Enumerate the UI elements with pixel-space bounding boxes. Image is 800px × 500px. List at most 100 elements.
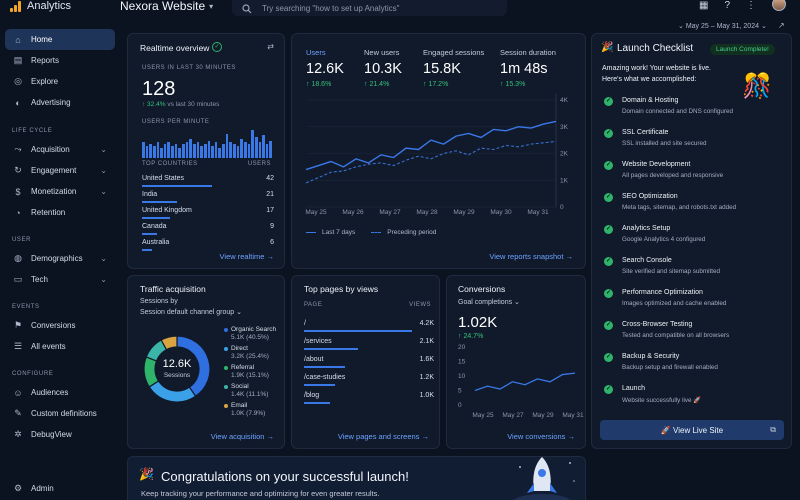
metric-tab-engaged-sessions[interactable]: Engaged sessions 15.8K ↑ 17.2% [423,48,484,88]
channel-dropdown[interactable]: Session default channel group ⌄ [140,308,242,316]
grid-icon[interactable]: ▦ [698,0,709,11]
sidebar-item-home[interactable]: ⌂ Home [5,29,115,50]
x-tick-label: May 25 [472,412,494,419]
series-line-previous [305,140,557,184]
page-bar [304,330,412,332]
metric-delta: ↑ 17.2% [423,81,449,88]
sidebar-item-label: Demographics [31,254,83,263]
sidebar-item-debugview[interactable]: ✲ DebugView [5,424,115,445]
legend-current: Last 7 days [322,229,356,236]
table-row[interactable]: /case-studies 1.2K [304,374,434,392]
metric-tab-session-duration[interactable]: Session duration 1m 48s ↑ 15.3% [500,48,556,88]
per-minute-bar [152,145,156,158]
country-users: 17 [266,207,274,214]
sidebar-item-acquisition[interactable]: ⤳ Acquisition ⌄ [5,139,115,160]
sidebar-item-advertising[interactable]: ◐ Advertising [5,92,115,113]
view-conversions-link[interactable]: View conversions → [507,432,575,441]
country-users: 9 [270,223,274,230]
acquisition-icon: ⤳ [14,144,22,154]
legend-detail: 1.9K (15.1%) [231,372,269,379]
sidebar-item-audiences[interactable]: ☺ Audiences [5,382,115,403]
table-row[interactable]: /about 1.6K [304,356,434,374]
sidebar-item-retention[interactable]: ◔ Retention [5,202,115,223]
chevron-down-icon: ⌄ [236,309,243,316]
sidebar-item-engagement[interactable]: ↻ Engagement ⌄ [5,160,115,181]
donut-slice-email [160,335,178,351]
brand[interactable]: Analytics [0,0,116,12]
x-tick-label: May 27 [502,412,524,419]
users-value: 128 [142,78,176,100]
metric-tab-users[interactable]: Users 12.6K ↑ 18.6% [306,48,344,88]
table-row[interactable]: /blog 1.0K [304,392,434,410]
metric-value: 10.3K [364,61,402,77]
metric-value: 15.8K [423,61,461,77]
x-tick-label: May 29 [453,209,475,216]
x-tick-label: May 25 [305,209,327,216]
metric-label: Users [306,48,326,57]
country-row: United Kingdom 17 [142,207,274,221]
sidebar-item-all-events[interactable]: ☰ All events [5,336,115,357]
expand-icon[interactable]: ⇄ [267,42,274,51]
view-snapshot-link[interactable]: View reports snapshot → [489,252,573,261]
debug-icon: ✲ [14,429,22,439]
section-label-configure: CONFIGURE [12,371,54,377]
x-tick-label: May 30 [490,209,512,216]
realtime-card: Realtime overview ✓ ⇄ USERS IN LAST 30 M… [127,33,285,269]
sidebar-item-label: Advertising [31,98,71,107]
property-selector[interactable]: Nexora Website ▾ [120,0,213,13]
sidebar-item-reports[interactable]: ▤ Reports [5,50,115,71]
legend-detail: 3.2K (25.4%) [231,353,269,360]
y-tick-label: 10 [458,373,466,380]
metric-tab-new-users[interactable]: New users 10.3K ↑ 21.4% [364,48,402,88]
sidebar-item-monetization[interactable]: $ Monetization ⌄ [5,181,115,202]
sidebar-item-conversions[interactable]: ⚑ Conversions [5,315,115,336]
view-acquisition-link[interactable]: View acquisition → [210,432,274,441]
sidebar-item-label: Reports [31,56,60,65]
traffic-subtitle: Sessions by [140,298,178,305]
checklist-item-subtitle: Backup setup and firewall enabled [622,364,718,371]
sidebar-item-admin[interactable]: ⚙ Admin [5,478,115,499]
legend-name: Email [231,402,248,409]
sidebar-item-demographics[interactable]: ◍ Demographics ⌄ [5,248,115,269]
sidebar-item-tech[interactable]: ▭ Tech ⌄ [5,269,115,290]
sidebar-item-explore[interactable]: ◎ Explore [5,71,115,92]
per-minute-bar [236,145,240,158]
help-icon[interactable]: ? [724,0,730,11]
checklist-item-title: SEO Optimization [622,193,678,200]
checklist-item-subtitle: Images optimized and cache enabled [622,300,727,307]
per-minute-bar [178,147,182,158]
checklist-item-subtitle: All pages developed and responsive [622,172,724,179]
search-bar[interactable]: Try searching "how to set up Analytics" [232,0,507,16]
table-row[interactable]: / 4.2K [304,320,434,338]
country-row: Canada 9 [142,223,274,237]
table-row[interactable]: /services 2.1K [304,338,434,356]
checklist-item-title: Performance Optimization [622,289,703,296]
events-icon: ☰ [13,341,23,351]
sidebar-item-label: Monetization [31,187,77,196]
view-live-site-button[interactable]: 🚀 View Live Site ⧉ [600,420,784,440]
sidebar-item-custom-definitions[interactable]: ✎ Custom definitions [5,403,115,424]
avatar[interactable] [772,0,786,11]
legend-name: Direct [231,345,248,352]
checklist-item-subtitle: Google Analytics 4 configured [622,236,706,243]
country-name: Australia [142,239,170,246]
check-icon: ✓ [604,353,613,362]
conversions-line-chart: 20 15 10 5 0 May 25 May 27 May 29 May 31 [458,344,584,419]
per-minute-bar [156,142,160,158]
view-pages-link[interactable]: View pages and screens → [337,432,429,441]
users-per-minute-chart [142,130,273,158]
traffic-card: Traffic acquisition Sessions by Session … [127,275,285,449]
section-label-lifecycle: LIFE CYCLE [12,128,53,134]
legend-name: Referral [231,364,255,371]
view-realtime-link[interactable]: View realtime → [219,252,274,261]
date-range: May 25 – May 31, 2024 [685,23,759,30]
trend-icon[interactable]: ↗ [778,21,785,30]
more-vert-icon[interactable]: ⋮ [746,0,756,11]
tech-icon: ▭ [13,274,23,284]
date-range-selector[interactable]: ⌄ May 25 – May 31, 2024 ⌄ [678,22,767,30]
goal-dropdown[interactable]: Goal completions ⌄ [458,298,520,306]
country-bar [142,249,152,251]
conversions-value: 1.02K [458,314,498,331]
page-bar [304,402,330,404]
x-tick-label: May 31 [562,412,584,419]
